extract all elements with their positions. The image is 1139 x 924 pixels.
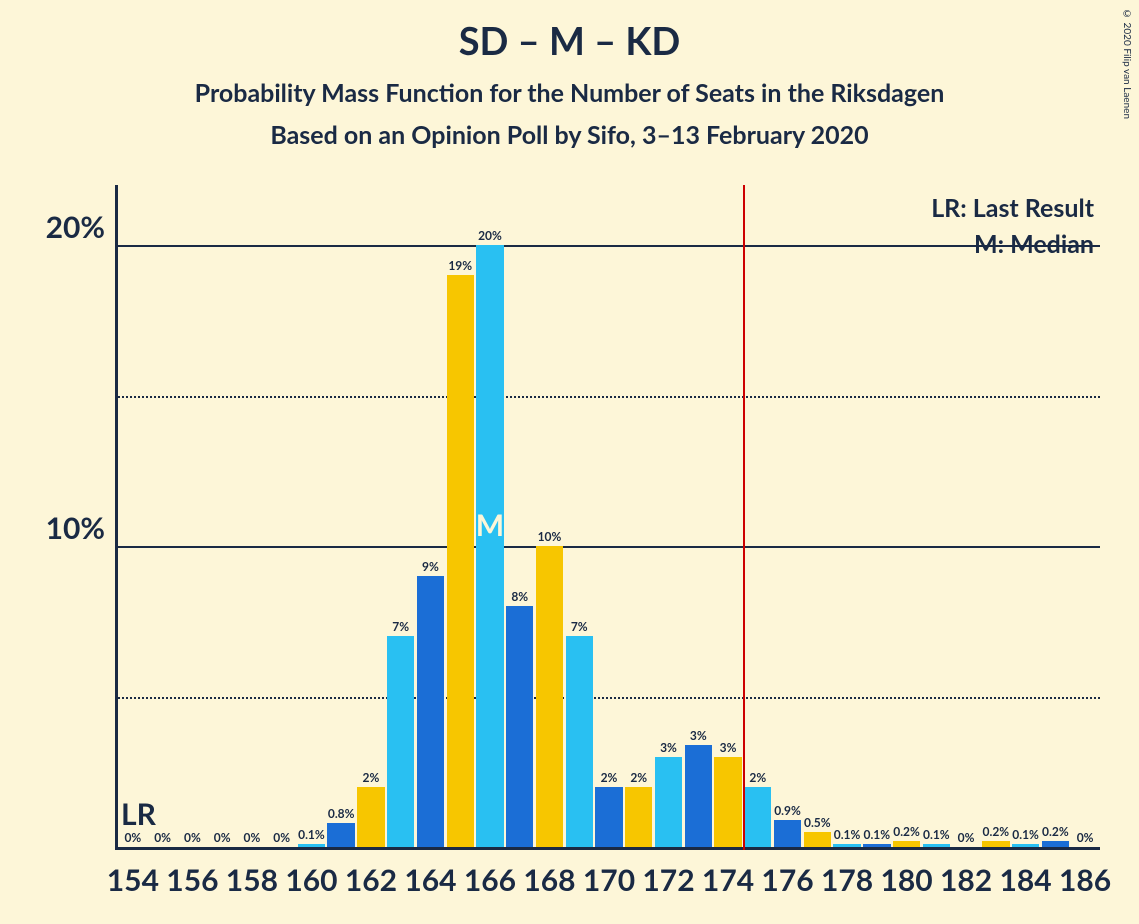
- bar: [387, 636, 414, 847]
- bar-value-label: 3%: [698, 740, 758, 755]
- bar: [863, 844, 890, 847]
- bar-value-label: 10%: [519, 529, 579, 544]
- legend-lr: LR: Last Result: [931, 193, 1094, 223]
- bar: [685, 745, 712, 847]
- bar: [417, 576, 444, 847]
- y-tick-label: 10%: [20, 510, 105, 546]
- copyright-text: © 2020 Filip van Laenen: [1121, 8, 1133, 119]
- bar-value-label: 0%: [1055, 830, 1115, 845]
- bar-value-label: 20%: [460, 228, 520, 243]
- x-tick-label: 174: [702, 862, 754, 898]
- chart-subtitle-2: Based on an Opinion Poll by Sifo, 3–13 F…: [0, 120, 1139, 150]
- majority-line: [743, 185, 745, 850]
- x-axis: [115, 847, 1100, 850]
- x-tick-label: 168: [523, 862, 575, 898]
- bar: [357, 787, 384, 847]
- bar: [447, 275, 474, 847]
- chart-title: SD – M – KD: [0, 0, 1139, 64]
- x-tick-label: 178: [821, 862, 873, 898]
- lr-marker: LR: [121, 796, 156, 832]
- legend: LR: Last Result M: Median: [931, 193, 1094, 265]
- bar: [476, 245, 503, 847]
- bar: [1012, 844, 1039, 847]
- bar: [655, 757, 682, 847]
- x-tick-label: 170: [583, 862, 635, 898]
- x-tick-label: 164: [404, 862, 456, 898]
- x-tick-label: 166: [464, 862, 516, 898]
- bar: [327, 823, 354, 847]
- bar: [506, 606, 533, 847]
- bar: [536, 546, 563, 847]
- x-tick-label: 186: [1059, 862, 1111, 898]
- bar: [566, 636, 593, 847]
- plot-area: 0%0%0%0%0%0%0.1%0.8%2%7%9%19%20%8%10%7%2…: [115, 185, 1100, 850]
- bar: [833, 844, 860, 847]
- x-tick-label: 182: [940, 862, 992, 898]
- x-tick-label: 158: [226, 862, 278, 898]
- bar-value-label: 2%: [728, 770, 788, 785]
- y-tick-label: 20%: [20, 209, 105, 245]
- x-tick-label: 184: [999, 862, 1051, 898]
- x-tick-label: 156: [166, 862, 218, 898]
- x-tick-label: 154: [107, 862, 159, 898]
- x-tick-label: 176: [761, 862, 813, 898]
- bar: [595, 787, 622, 847]
- x-tick-label: 160: [285, 862, 337, 898]
- bar: [625, 787, 652, 847]
- x-tick-label: 172: [642, 862, 694, 898]
- x-tick-label: 162: [345, 862, 397, 898]
- bar: [298, 844, 325, 847]
- bar-value-label: 7%: [549, 619, 609, 634]
- legend-m: M: Median: [931, 229, 1094, 259]
- chart-subtitle-1: Probability Mass Function for the Number…: [0, 78, 1139, 108]
- median-marker: M: [476, 507, 504, 543]
- x-tick-label: 180: [880, 862, 932, 898]
- bars-container: 0%0%0%0%0%0%0.1%0.8%2%7%9%19%20%8%10%7%2…: [118, 185, 1100, 847]
